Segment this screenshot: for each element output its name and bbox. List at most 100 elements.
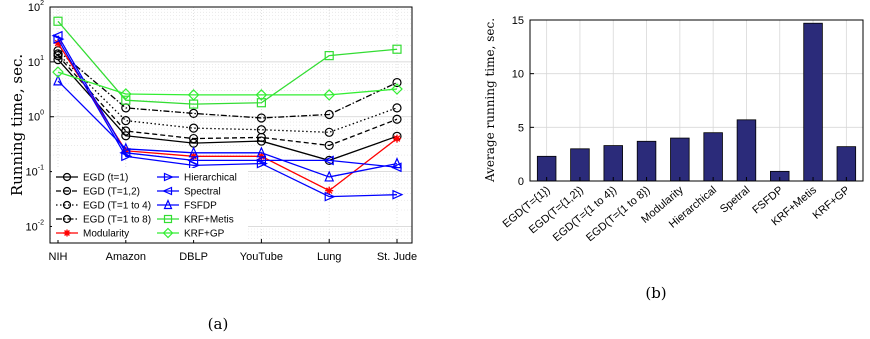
y-tick-label: 15 [512,15,524,27]
right-bars [536,22,857,182]
data-point [62,214,72,224]
series [53,46,402,123]
y-tick-label: 5 [518,122,524,134]
y-tick-label: 100 [28,110,44,124]
legend-label: FSFDP [184,201,217,212]
data-point [120,142,131,154]
data-point [62,186,72,196]
data-point [162,227,174,239]
data-point [392,77,402,88]
legend-label: Spectral [184,187,221,198]
data-point [62,172,72,182]
left-x-ticks: NIH Amazon DBLP YouTube Lung St. Jude [49,239,417,263]
left-plot-frame [49,6,413,244]
series-line [57,80,398,178]
data-point [52,66,64,78]
legend-box [52,168,248,240]
y-tick-label: 102 [28,0,44,14]
data-point [163,214,173,224]
x-tick-label: YouTube [240,251,283,263]
series-line [57,53,398,133]
data-point [53,54,63,65]
data-point [119,88,132,100]
data-point [54,39,62,48]
data-point [189,133,199,144]
legend-item: EGD (T=1 to 4) [56,201,151,212]
x-tick-label: Amazon [106,251,146,263]
data-point [325,186,334,195]
y-tick-label: 10-2 [26,219,45,233]
line-chart-panel: 10-2 10-1 100 101 102 NIH Amazon DBLP YouTube Lu… [8,0,417,333]
right-y-ticks: 0 5 10 15 [512,15,534,188]
series-line [57,71,398,96]
right-y-axis-label: Average running time, sec. [483,18,497,183]
series-line [57,59,398,162]
bar [570,148,590,182]
data-point [51,30,63,41]
x-tick-label: Lung [317,251,341,263]
bar [836,146,857,182]
y-tick-label: 101 [28,55,44,69]
data-point [255,89,268,101]
data-point [392,114,402,124]
data-point [324,109,334,120]
data-point [323,89,336,101]
legend-label: Hierarchical [184,173,237,184]
legend-label: EGD (T=1 to 8) [83,215,151,226]
series [53,54,402,166]
data-point [324,191,336,202]
series-line [57,55,398,147]
legend-label: EGD (t=1) [83,173,128,184]
data-point [121,116,131,126]
legend-label: KRF+GP [184,229,225,240]
series [53,16,402,109]
data-point [121,95,131,105]
data-point [392,189,404,200]
data-point [391,83,403,95]
y-tick-label: 10-1 [26,165,45,179]
legend-item: Spectral [157,187,221,198]
legend-item: KRF+GP [157,227,225,240]
data-point [121,131,131,141]
data-point [256,98,266,108]
data-point [53,74,63,86]
left-series [51,16,404,202]
legend-item: Hierarchical [157,173,237,184]
right-x-ticks: EGD(T={1})EGD(T={1,2})EGD(T={1 to 4})EGD… [501,177,853,244]
series-line [57,35,398,168]
legend: EGD (t=1) EGD (T=1,2) EGD (T=1 to 4) EGD (T… [52,168,248,240]
data-point [324,51,334,61]
bar-chart-panel: 0 5 10 15 EGD(T={1})EGD(T={1,2})EGD(T={1 to… [483,15,864,302]
data-point [392,44,402,54]
data-point [254,155,266,166]
x-tick-label: KRF+GP [811,184,853,222]
x-tick-label: Spetral [718,184,752,216]
data-point [163,172,174,182]
data-point [324,127,334,137]
data-point [121,126,131,136]
data-point [121,151,133,162]
legend-item: EGD (T=1,2) [56,187,140,198]
series [53,49,402,137]
legend-label: EGD (T=1 to 4) [83,201,151,212]
data-point [188,146,199,158]
series [53,51,402,151]
legend-item: FSFDP [157,199,217,212]
bar [636,140,657,182]
data-point [256,158,268,169]
legend-item: EGD (T=1 to 8) [56,215,151,226]
bar [603,145,623,182]
data-point [63,229,71,237]
right-plot-frame [529,19,864,182]
data-point [189,123,199,133]
legend-label: KRF+Metis [184,215,234,226]
data-point [392,157,402,169]
series [53,74,402,182]
panel-label-a: (a) [208,315,229,333]
bar [803,22,823,182]
data-point [62,200,72,210]
data-point [256,146,267,158]
series [51,30,402,173]
bar [703,132,723,182]
